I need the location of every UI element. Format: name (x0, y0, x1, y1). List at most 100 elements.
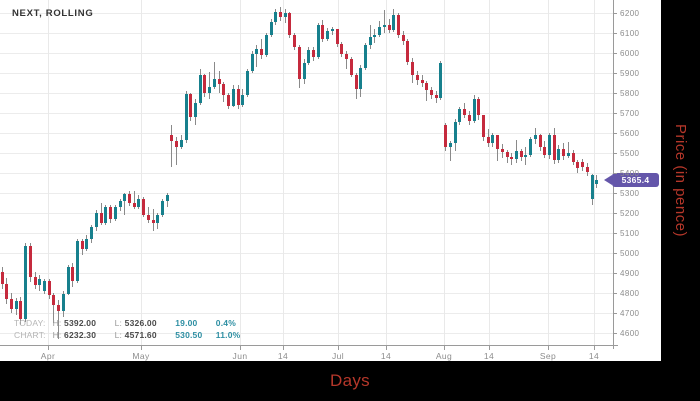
candle-body (439, 63, 443, 98)
candle-body (71, 267, 75, 282)
y-axis-tick (613, 233, 617, 234)
y-axis-tick (613, 273, 617, 274)
candle-body (118, 200, 122, 208)
candle-body (146, 214, 150, 220)
y-axis-tick (613, 293, 617, 294)
candle-body (264, 34, 268, 55)
x-axis-tick (141, 346, 142, 350)
candle-body (581, 162, 585, 168)
candle-body (47, 281, 51, 295)
candle-body (165, 195, 169, 201)
candle-wick (152, 209, 154, 231)
gridline-horizontal (0, 33, 613, 34)
x-axis-tick (240, 346, 241, 350)
gridline-horizontal (0, 173, 613, 174)
y-axis-label: 6000 (620, 48, 640, 58)
gridline-horizontal (0, 333, 613, 334)
candle-body (241, 94, 245, 106)
x-axis-tick (594, 346, 595, 350)
y-axis-tick (613, 33, 617, 34)
candle-body (9, 299, 13, 309)
plot-area[interactable] (0, 0, 613, 345)
candle-body (179, 140, 183, 147)
candle-body (260, 48, 264, 55)
candle-body (274, 12, 278, 22)
y-axis-tick (613, 173, 617, 174)
candle-body (288, 13, 292, 35)
chart-high: 6232.30 (64, 330, 97, 340)
x-axis-tick (48, 346, 49, 350)
x-axis-title: Days (330, 371, 370, 390)
x-axis-label: 14 (588, 351, 600, 361)
candle-body (28, 246, 32, 277)
candle-body (401, 34, 405, 41)
y-axis-tick (613, 113, 617, 114)
legend-label-today: TODAY: (14, 318, 46, 328)
candle-body (557, 148, 561, 160)
candle-body (189, 94, 193, 117)
candle-body (340, 44, 344, 54)
last-price-badge: 5365.4 (604, 172, 659, 187)
x-axis-tick (444, 346, 445, 350)
candle-wick (449, 140, 451, 162)
y-axis-tick (613, 213, 617, 214)
candle-body (458, 109, 462, 122)
y-axis-label: 5900 (620, 68, 640, 78)
candle-body (57, 305, 61, 311)
y-axis-label: 4600 (620, 328, 640, 338)
y-axis-label: 6200 (620, 8, 640, 18)
candle-body (38, 279, 42, 285)
y-axis-tick (613, 253, 617, 254)
candle-body (354, 74, 358, 89)
y-axis-tick (613, 73, 617, 74)
candle-body (307, 50, 311, 63)
x-axis-label: 14 (483, 351, 495, 361)
candle-body (406, 40, 410, 62)
candle-body (486, 137, 490, 143)
candle-body (132, 203, 136, 207)
candle-body (368, 37, 372, 45)
x-axis-tick (548, 346, 549, 350)
y-axis-label: 4900 (620, 268, 640, 278)
candle-body (481, 115, 485, 138)
gridline-horizontal (0, 133, 613, 134)
x-axis-label: 14 (277, 351, 289, 361)
y-axis-label: 4800 (620, 288, 640, 298)
candle-body (585, 167, 589, 172)
candle-body (236, 88, 240, 106)
candle-body (66, 267, 70, 294)
candle-body (363, 44, 367, 68)
gridline-vertical (240, 0, 241, 345)
candle-body (548, 135, 552, 155)
candle-body (283, 13, 287, 18)
candle-body (576, 162, 580, 168)
candle-body (420, 80, 424, 84)
gridline-horizontal (0, 73, 613, 74)
candle-body (222, 84, 226, 96)
x-axis-line (0, 345, 618, 346)
candle-body (90, 227, 94, 240)
y-axis-tick (613, 193, 617, 194)
y-axis-label: 5700 (620, 108, 640, 118)
candle-body (113, 207, 117, 219)
candle-body (387, 24, 391, 30)
candle-body (5, 284, 9, 300)
gridline-vertical (283, 0, 284, 345)
candle-body (61, 294, 65, 311)
candle-body (99, 212, 103, 223)
y-axis-label: 5300 (620, 188, 640, 198)
candle-body (378, 26, 382, 35)
candle-body (278, 12, 282, 18)
y-axis-label: 6100 (620, 28, 640, 38)
x-axis-tick (489, 346, 490, 350)
x-axis-tick (338, 346, 339, 350)
gridline-horizontal (0, 233, 613, 234)
candle-body (453, 122, 457, 143)
candle-body (137, 199, 141, 207)
candle-body (208, 86, 212, 93)
x-axis-label: Sep (539, 351, 557, 361)
candle-body (151, 220, 155, 224)
candle-body (533, 135, 537, 140)
last-price-arrow-icon (604, 174, 612, 185)
ohlc-legend: TODAY: H: 5392.00 L: 5326.00 19.00 0.4% … (14, 317, 240, 341)
